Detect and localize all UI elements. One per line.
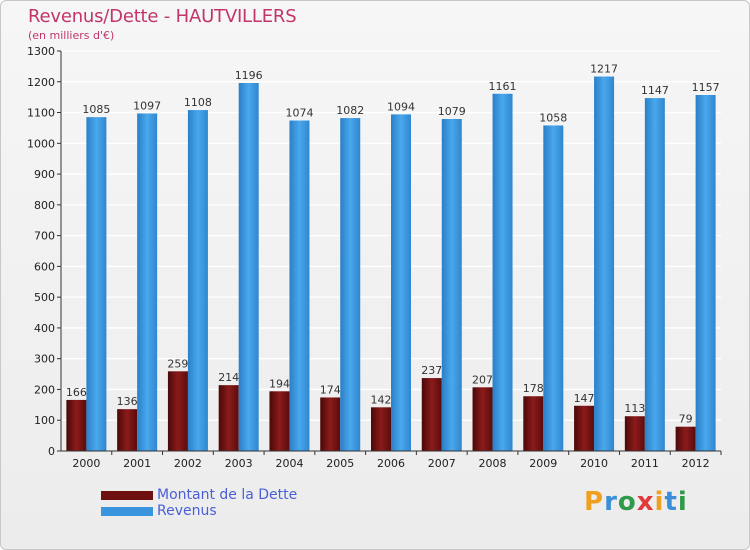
legend-swatch-revenus [101, 507, 153, 516]
value-label-revenus: 1217 [590, 63, 618, 76]
chart-subtitle: (en milliers d'€) [28, 29, 115, 42]
logo-letter: i [677, 487, 688, 517]
y-tick-label: 500 [34, 291, 55, 304]
logo-letter: i [654, 487, 665, 517]
value-label-revenus: 1082 [336, 104, 364, 117]
y-tick-label: 100 [34, 414, 55, 427]
value-label-dette: 207 [472, 373, 493, 386]
value-label-revenus: 1074 [285, 107, 313, 120]
bar-dette [574, 405, 595, 451]
bar-dette [675, 426, 696, 451]
value-label-dette: 214 [218, 371, 239, 384]
y-tick-label: 800 [34, 199, 55, 212]
value-label-dette: 113 [624, 402, 645, 415]
bar-dette [371, 407, 391, 451]
value-label-revenus: 1196 [235, 69, 263, 82]
value-label-dette: 194 [269, 377, 290, 390]
logo-letter: t [664, 487, 678, 517]
bar-dette [421, 378, 442, 451]
x-tick-label: 2004 [275, 457, 303, 470]
y-tick-label: 300 [34, 353, 55, 366]
x-tick-label: 2000 [72, 457, 100, 470]
bar-revenus [594, 76, 615, 452]
legend-swatch-dette [101, 491, 153, 500]
bar-revenus [492, 93, 513, 452]
value-label-revenus: 1097 [133, 99, 161, 112]
legend-label-dette: Montant de la Dette [157, 487, 298, 503]
value-label-dette: 79 [679, 413, 693, 426]
value-label-dette: 166 [66, 386, 87, 399]
y-tick-label: 1000 [27, 137, 55, 150]
x-tick-label: 2005 [326, 457, 354, 470]
x-tick-label: 2009 [529, 457, 557, 470]
logo-letter: P [584, 487, 605, 517]
bar-dette [320, 397, 341, 451]
y-tick-label: 600 [34, 260, 55, 273]
value-label-dette: 136 [117, 395, 138, 408]
bar-dette [218, 385, 239, 451]
value-label-revenus: 1094 [387, 100, 415, 113]
x-tick-label: 2002 [174, 457, 202, 470]
value-label-revenus: 1108 [184, 96, 212, 109]
bar-revenus [644, 98, 665, 452]
bar-revenus [695, 95, 716, 451]
logo-letter: x [636, 487, 655, 517]
logo-letter: o [617, 487, 637, 517]
x-tick-label: 2012 [682, 457, 710, 470]
x-tick-label: 2011 [631, 457, 659, 470]
logo-letter: r [604, 487, 618, 517]
bar-revenus [543, 125, 564, 451]
x-tick-label: 2010 [580, 457, 608, 470]
bar-revenus [289, 120, 310, 452]
bar-revenus [86, 117, 107, 452]
value-label-revenus: 1161 [489, 80, 517, 93]
bar-dette [472, 387, 493, 451]
bar-dette [66, 399, 87, 451]
value-label-revenus: 1157 [692, 81, 720, 94]
bar-dette [269, 391, 290, 451]
value-label-dette: 142 [371, 393, 392, 406]
bar-revenus [340, 118, 361, 452]
value-label-revenus: 1147 [641, 84, 669, 97]
value-label-revenus: 1085 [82, 103, 110, 116]
legend-label-revenus: Revenus [157, 503, 217, 519]
chart-title: Revenus/Dette - HAUTVILLERS [28, 6, 297, 27]
value-label-dette: 178 [523, 382, 544, 395]
bar-dette [117, 409, 138, 451]
y-tick-label: 700 [34, 230, 55, 243]
y-tick-label: 0 [48, 445, 55, 458]
value-label-dette: 147 [574, 392, 595, 405]
y-tick-label: 200 [34, 383, 55, 396]
x-tick-label: 2001 [123, 457, 151, 470]
value-label-revenus: 1079 [438, 105, 466, 118]
bar-layer: 166 1085 136 1097 259 1108 214 1196 194 1074 174 10… [66, 63, 720, 452]
x-tick-label: 2008 [479, 457, 507, 470]
x-tick-label: 2006 [377, 457, 405, 470]
x-tick-label: 2003 [225, 457, 253, 470]
value-label-dette: 237 [421, 364, 442, 377]
bar-revenus [238, 83, 259, 451]
value-label-dette: 259 [167, 357, 188, 370]
y-tick-label: 1100 [27, 107, 55, 120]
proxiti-logo: Proxiti [584, 487, 688, 517]
bar-dette [523, 396, 544, 451]
axis-layer: 0 100 200 300 400 500 600 700 800 900 1000 1100 1200… [27, 45, 722, 470]
bar-dette [624, 416, 645, 451]
bar-revenus [137, 113, 158, 451]
bar-revenus [391, 114, 411, 451]
x-tick-label: 2007 [428, 457, 456, 470]
y-tick-label: 400 [34, 322, 55, 335]
value-label-revenus: 1058 [539, 111, 567, 124]
y-tick-label: 1200 [27, 76, 55, 89]
bar-revenus [441, 119, 462, 451]
value-label-dette: 174 [320, 383, 341, 396]
bar-revenus [187, 110, 208, 452]
bar-dette [167, 371, 188, 451]
y-tick-label: 900 [34, 168, 55, 181]
y-tick-label: 1300 [27, 45, 55, 58]
